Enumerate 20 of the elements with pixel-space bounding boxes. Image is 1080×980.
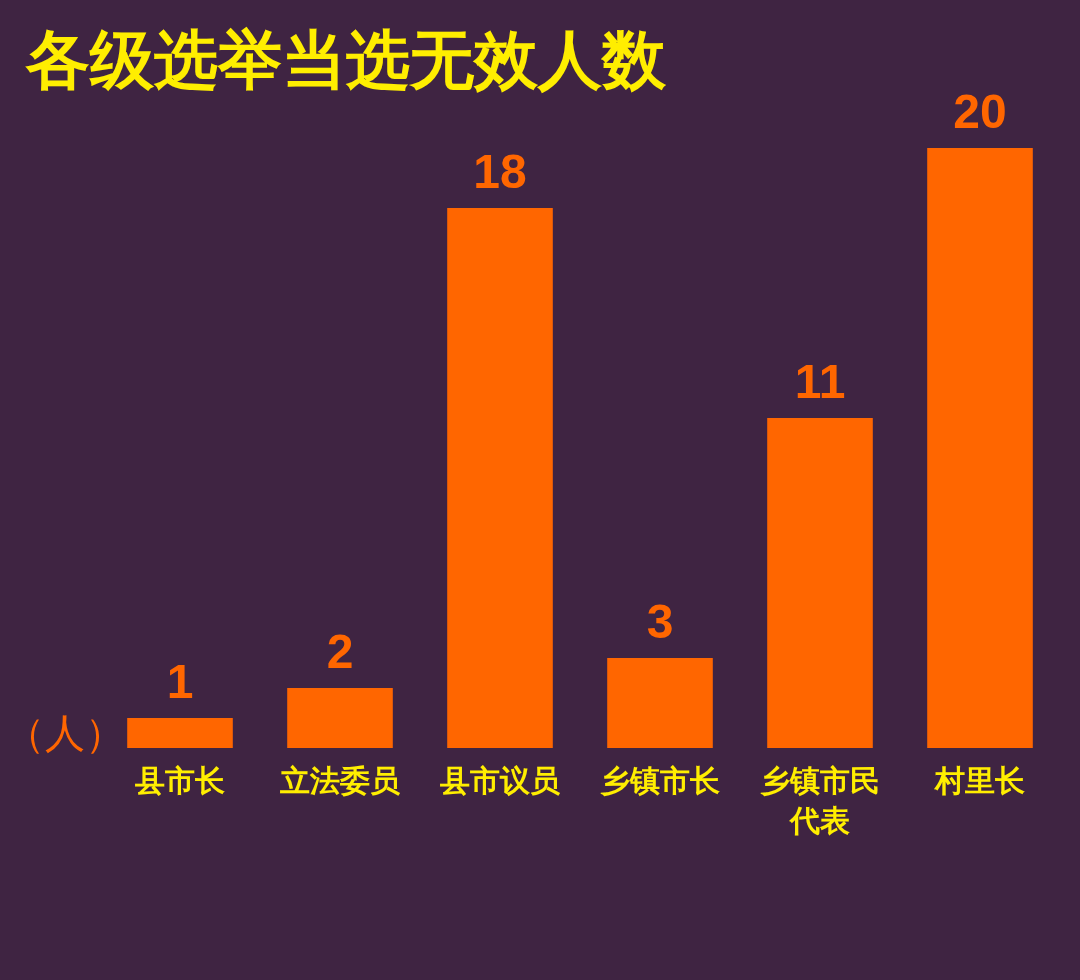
- x-tick-label: 县市长: [134, 763, 225, 797]
- bar: [607, 658, 713, 748]
- chart-title: 各级选举当选无效人数: [25, 24, 667, 96]
- bar: [127, 718, 233, 748]
- data-label: 1: [166, 655, 194, 708]
- data-label: 20: [953, 85, 1007, 138]
- bar: [767, 418, 873, 748]
- bar: [927, 148, 1033, 748]
- x-tick-label: 立法委员: [279, 763, 401, 797]
- data-label: 18: [473, 145, 527, 198]
- data-label: 3: [646, 595, 674, 648]
- x-tick-label: 乡镇市民代表: [760, 763, 880, 837]
- x-tick-label: 县市议员: [439, 763, 561, 797]
- bar: [447, 208, 553, 748]
- data-label: 11: [794, 355, 846, 408]
- x-tick-label: 村里长: [933, 763, 1025, 797]
- y-axis-title: （人）: [4, 710, 125, 755]
- bar: [287, 688, 393, 748]
- x-tick-label: 乡镇市长: [600, 763, 720, 797]
- data-label: 2: [326, 625, 354, 678]
